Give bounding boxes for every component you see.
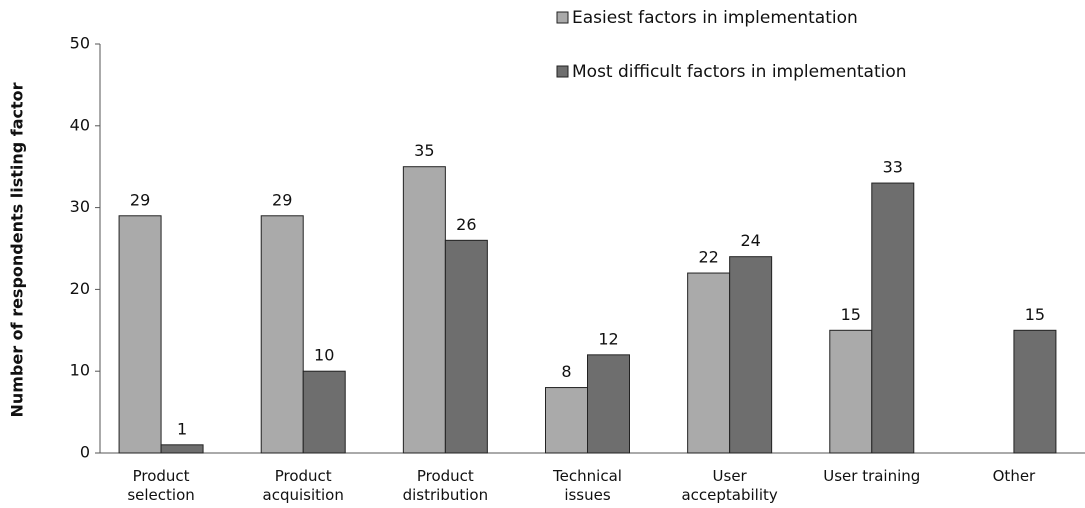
- legend-swatch: [556, 11, 569, 24]
- data-label: 29: [130, 190, 150, 209]
- bar: [118, 215, 162, 454]
- data-label: 12: [598, 329, 618, 348]
- bar: [402, 166, 446, 454]
- y-tick-label: 10: [70, 361, 90, 380]
- x-tick-label: User training: [823, 467, 921, 485]
- x-tick-label: Other: [992, 467, 1036, 485]
- x-tick-label: User acceptability: [681, 467, 778, 504]
- x-tick-label: Product acquisition: [262, 467, 344, 504]
- data-label: 24: [740, 231, 760, 250]
- bar: [1013, 329, 1057, 454]
- legend-label: Most difficult factors in implementation: [572, 62, 907, 82]
- data-label: 15: [1025, 305, 1045, 324]
- data-label: 10: [314, 346, 334, 365]
- y-tick-label: 30: [70, 197, 90, 216]
- bar: [729, 256, 773, 454]
- legend-label: Easiest factors in implementation: [572, 8, 858, 28]
- bar: [587, 354, 630, 454]
- x-tick-label: Product selection: [127, 467, 195, 504]
- data-label: 8: [561, 362, 571, 381]
- bar: [302, 370, 346, 454]
- legend-swatch: [556, 65, 569, 78]
- y-tick-label: 0: [80, 443, 90, 462]
- bar: [871, 182, 915, 454]
- bar: [260, 215, 304, 454]
- data-label: 15: [841, 305, 861, 324]
- y-tick-label: 20: [70, 279, 90, 298]
- data-label: 1: [177, 419, 187, 438]
- y-axis-label: Number of respondents listing factor: [8, 82, 27, 417]
- bar: [545, 387, 588, 454]
- data-label: 29: [272, 190, 292, 209]
- data-label: 33: [883, 158, 903, 177]
- x-tick-label: Technical issues: [553, 467, 622, 504]
- y-tick-label: 40: [70, 115, 90, 134]
- x-tick-label: Product distribution: [402, 467, 489, 504]
- y-tick-label: 50: [70, 34, 90, 53]
- bar: [829, 329, 873, 454]
- bar: [687, 272, 731, 454]
- data-label: 22: [698, 248, 718, 267]
- data-label: 35: [414, 141, 434, 160]
- bar: [444, 239, 488, 454]
- data-label: 26: [456, 215, 476, 234]
- bar: [160, 444, 204, 454]
